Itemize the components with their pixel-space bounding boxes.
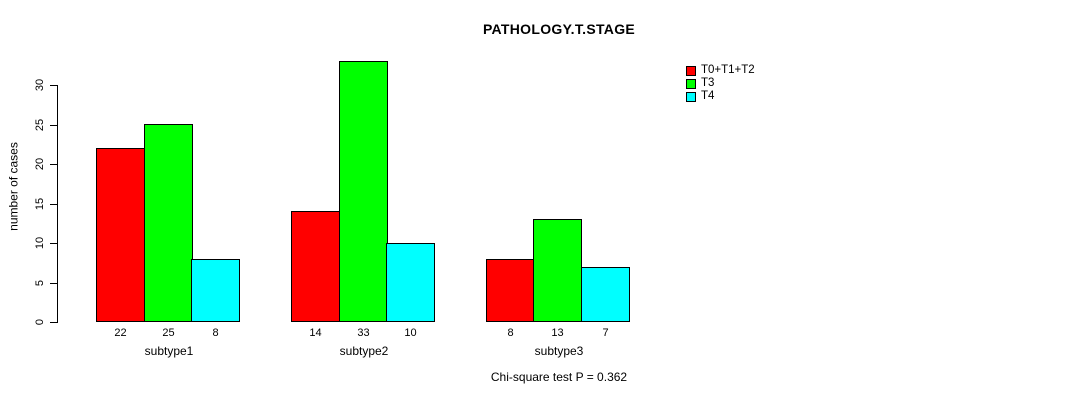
y-axis-tick-label: 25 [34, 118, 46, 132]
y-axis-tick-label: 0 [34, 318, 46, 326]
x-axis-group-label: subtype3 [534, 344, 584, 358]
legend-label: T0+T1+T2 [701, 64, 755, 76]
y-axis-tick-label: 20 [34, 157, 46, 171]
legend-item: T4 [686, 90, 755, 103]
bar-subtype1-T4 [191, 259, 240, 322]
legend-item: T0+T1+T2 [686, 64, 755, 77]
x-axis-group-label: subtype2 [339, 344, 389, 358]
legend-swatch-icon [686, 65, 696, 76]
y-axis-tick [50, 85, 57, 86]
y-axis-tick [50, 283, 57, 284]
y-axis-line [57, 85, 58, 323]
bar-value-label: 7 [602, 327, 609, 339]
bar-subtype1-T3 [144, 124, 193, 322]
bar-subtype2-T0+T1+T2 [291, 211, 340, 322]
legend-item: T3 [686, 77, 755, 90]
y-axis-tick-label: 30 [34, 78, 46, 92]
chi-square-annotation: Chi-square test P = 0.362 [490, 370, 628, 384]
bar-value-label: 25 [162, 327, 175, 339]
y-axis-tick [50, 164, 57, 165]
bar-subtype1-T0+T1+T2 [96, 148, 145, 322]
bar-value-label: 13 [551, 327, 564, 339]
bar-subtype3-T0+T1+T2 [486, 259, 535, 322]
y-axis-tick-label: 10 [34, 236, 46, 250]
y-axis-label: number of cases [6, 142, 21, 231]
bar-subtype2-T4 [386, 243, 435, 322]
y-axis-tick [50, 125, 57, 126]
bar-value-label: 22 [114, 327, 127, 339]
bar-value-label: 8 [507, 327, 514, 339]
y-axis-tick [50, 243, 57, 244]
legend-label: T3 [701, 77, 715, 89]
y-axis-tick [50, 322, 57, 323]
legend-label: T4 [701, 90, 715, 102]
bar-value-label: 8 [212, 327, 219, 339]
legend-swatch-icon [686, 78, 696, 89]
y-axis-tick [50, 204, 57, 205]
bar-subtype3-T3 [533, 219, 582, 322]
bar-value-label: 33 [357, 327, 370, 339]
chart-title: PATHOLOGY.T.STAGE [482, 21, 636, 37]
bar-subtype3-T4 [581, 267, 630, 322]
y-axis-tick-label: 5 [34, 279, 46, 287]
legend: T0+T1+T2 T3 T4 [686, 64, 755, 103]
y-axis-tick-label: 15 [34, 197, 46, 211]
bar-value-label: 14 [309, 327, 322, 339]
bar-value-label: 10 [404, 327, 417, 339]
legend-swatch-icon [686, 91, 696, 102]
bar-subtype2-T3 [339, 61, 388, 322]
x-axis-group-label: subtype1 [144, 344, 194, 358]
